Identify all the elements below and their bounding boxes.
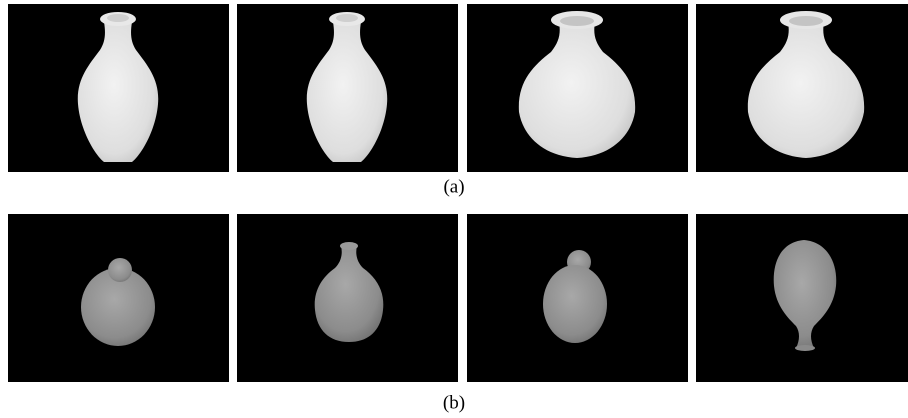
figure: (a) (b)	[0, 0, 908, 418]
panel	[696, 214, 908, 382]
panel	[8, 214, 229, 382]
caption: (a)	[443, 176, 464, 197]
page: (a) (b) (() => { const data = JSON.parse…	[0, 0, 908, 418]
caption: (b)	[443, 392, 465, 413]
panel	[467, 4, 688, 172]
panel	[467, 214, 688, 382]
panel	[8, 4, 229, 172]
panel	[237, 214, 458, 382]
panel	[696, 4, 908, 172]
panel	[237, 4, 458, 172]
